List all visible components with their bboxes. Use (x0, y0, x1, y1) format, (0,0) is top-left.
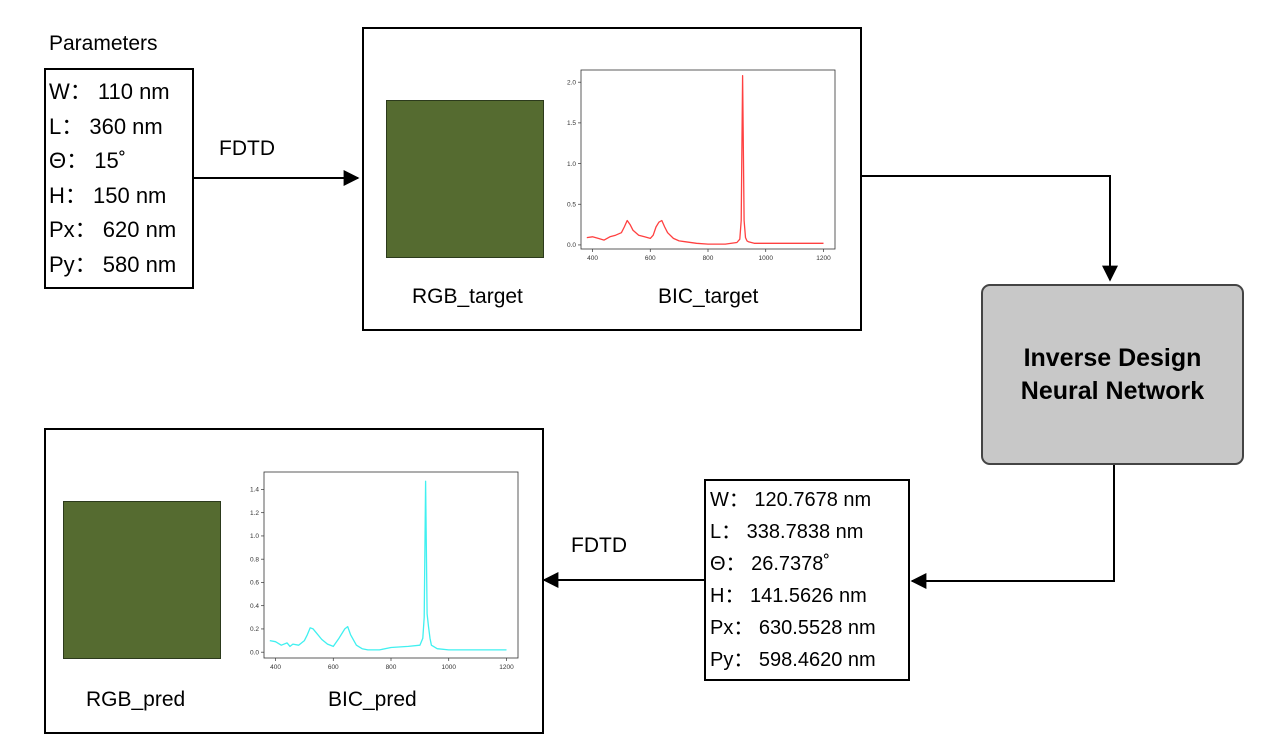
rgb-target-swatch (386, 100, 544, 258)
y-tick-label: 2.0 (567, 79, 576, 86)
network-title-line1: Inverse Design (1023, 343, 1202, 372)
y-tick-label: 1.0 (250, 533, 259, 540)
plot-frame (263, 471, 519, 659)
arrow-network-to-pred-params (910, 464, 1115, 589)
pred-param-py: Py： 598.4620 nm (710, 649, 876, 671)
y-tick-label: 0.4 (250, 603, 259, 610)
rgb-pred-swatch (63, 501, 221, 659)
x-tick-label: 1000 (441, 664, 456, 671)
fdtd-label-bottom: FDTD (571, 534, 627, 557)
rgb-target-caption: RGB_target (412, 285, 523, 308)
y-tick-label: 1.5 (567, 120, 576, 127)
y-tick-label: 0.5 (567, 201, 576, 208)
pred-param-px: Px： 630.5528 nm (710, 617, 876, 639)
x-tick-label: 800 (386, 664, 397, 671)
series-line (269, 480, 507, 651)
fdtd-label-top: FDTD (219, 137, 275, 160)
target-parameters-box: W： 110 nm L： 360 nm Θ： 15˚ H： 150 nm Px：… (44, 68, 194, 289)
param-py: Py： 580 nm (49, 251, 177, 277)
predicted-parameters-box: W： 120.7678 nm L： 338.7838 nm Θ： 26.7378… (704, 479, 910, 681)
x-tick-label: 1200 (816, 255, 831, 262)
y-tick-label: 1.2 (250, 510, 259, 517)
pred-param-w: W： 120.7678 nm (710, 489, 872, 511)
y-tick-label: 0.6 (250, 580, 259, 587)
plot-frame (580, 69, 836, 250)
x-tick-label: 1200 (499, 664, 514, 671)
y-tick-label: 1.0 (567, 161, 576, 168)
param-l: L： 360 nm (49, 113, 163, 139)
pred-panel: 400 600 800 1000 1200 0.0 0.2 0.4 0.6 0.8 1.0 1.2 1.… (44, 428, 544, 734)
param-h: H： 150 nm (49, 182, 167, 208)
x-tick-label: 400 (587, 255, 598, 262)
arrow-target-to-network (862, 175, 1118, 282)
param-theta: Θ： 15˚ (49, 148, 127, 173)
y-tick-label: 0.2 (250, 626, 259, 633)
bic-pred-chart: 400 600 800 1000 1200 0.0 0.2 0.4 0.6 0.8 1.0 1.2 1.… (250, 471, 519, 671)
x-tick-label: 400 (270, 664, 281, 671)
network-title-line2: Neural Network (1020, 376, 1205, 405)
y-tick-label: 1.4 (250, 487, 259, 494)
inverse-design-network-box: Inverse Design Neural Network (981, 284, 1244, 465)
bic-pred-caption: BIC_pred (328, 688, 417, 711)
target-panel: 400 600 800 1000 1200 0.0 0.5 1.0 1.5 2.0 RGB_tar… (362, 27, 862, 331)
bic-target-caption: BIC_target (658, 285, 759, 308)
pred-param-h: H： 141.5626 nm (710, 585, 867, 607)
pred-param-l: L： 338.7838 nm (710, 521, 864, 543)
y-tick-label: 0.0 (250, 649, 259, 656)
x-tick-label: 600 (645, 255, 656, 262)
param-w: W： 110 nm (49, 79, 170, 104)
bic-target-chart: 400 600 800 1000 1200 0.0 0.5 1.0 1.5 2.0 (567, 69, 836, 262)
pred-param-theta: Θ： 26.7378˚ (710, 553, 831, 575)
parameters-label: Parameters (49, 32, 158, 55)
x-tick-label: 600 (328, 664, 339, 671)
y-tick-label: 0.8 (250, 556, 259, 563)
param-px: Px： 620 nm (49, 217, 177, 242)
rgb-pred-caption: RGB_pred (86, 688, 186, 711)
series-line (586, 75, 824, 245)
x-tick-label: 1000 (758, 255, 773, 262)
x-tick-label: 800 (703, 255, 714, 262)
y-tick-label: 0.0 (567, 242, 576, 249)
